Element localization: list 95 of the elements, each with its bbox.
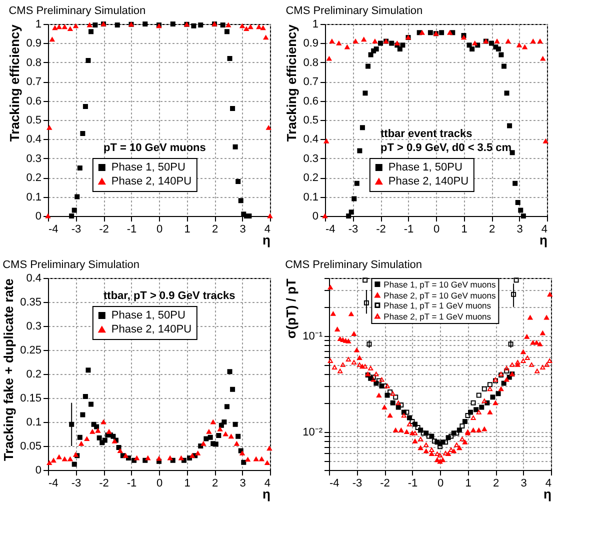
y-tick-label: 0.7 [303,76,318,88]
x-tick-label: -1 [404,224,414,236]
x-tick-label: -4 [48,224,58,236]
x-tick-label: -4 [48,478,58,490]
chart-title: CMS Preliminary Simulation [285,259,422,271]
x-axis-title: η [262,486,271,502]
chart-title: CMS Preliminary Simulation [286,5,423,17]
legend-label: Phase 2, pT = 10 GeV muons [384,290,496,300]
x-tick-label: 3 [520,478,527,490]
x-tick-label: -2 [99,478,109,490]
y-tick-label: 0 [35,210,42,222]
x-tick-label: 3 [240,478,246,490]
legend-label: Phase 1, 50PU [388,162,462,174]
y-tick-label: 0.7 [26,76,42,88]
y-tick-label: 0.3 [303,152,318,165]
y-tick-label: 0.2 [303,172,318,184]
x-axis-title: η [544,486,552,502]
x-tick-label: 1 [465,478,472,490]
x-tick-label: 4 [545,478,552,490]
chart-title: CMS Preliminary Simulation [2,259,140,271]
x-tick-label: 2 [212,478,218,490]
y-tick-label: 0.1 [303,191,318,204]
y-tick-label: 0.15 [20,392,42,404]
y-tick-label: 0.2 [26,172,42,184]
y-tick-label: 0.1 [26,416,42,428]
y-tick-label: 0.05 [20,440,42,452]
y-tick-label: 0.4 [26,272,42,284]
x-tick-label: 2 [492,478,500,490]
y-tick-label: 0.4 [26,134,42,146]
legend-label: Phase 1, pT = 10 GeV muons [384,279,496,290]
y-tick-label: 0 [312,210,318,222]
y-tick-label: 0.1 [26,191,42,204]
legend-label: Phase 2, 140PU [111,176,192,188]
legend-label: Phase 2, pT = 1 GeV muons [384,311,492,322]
x-tick-label: 1 [184,224,190,236]
x-tick-label: 0 [156,224,163,236]
y-tick-label: 10⁻² [302,426,323,438]
x-tick-label: -3 [348,224,358,236]
x-tick-label: -1 [126,478,137,490]
y-tick-label: 0.5 [303,114,318,126]
legend-label: Phase 1, 50PU [111,310,186,322]
x-tick-label: -2 [99,224,109,236]
x-tick-label: 0 [156,478,163,490]
y-tick-label: 0.6 [26,95,42,108]
y-tick-label: 10⁻¹ [302,330,323,342]
y-tick-label: 0.4 [303,134,318,146]
y-tick-label: 0.8 [303,56,318,69]
x-tick-label: 2 [212,224,218,236]
chart-title: CMS Preliminary Simulation [8,5,146,17]
annotation: pT = 10 GeV muons [104,142,206,154]
annotation: ttbar event tracks [380,128,472,140]
y-tick-label: 0.5 [26,114,42,126]
y-axis-title: Tracking fake + duplicate rate [1,278,16,461]
x-tick-label: -4 [330,478,340,490]
x-tick-label: -2 [376,224,386,236]
x-tick-label: 4 [264,224,270,236]
annotation: ttbar, pT > 0.9 GeV tracks [104,290,236,302]
y-tick-label: 0.6 [303,95,318,108]
x-tick-label: -3 [352,478,362,490]
y-axis-title: Tracking efficiency [284,24,300,142]
y-tick-label: 0.3 [26,152,42,165]
y-tick-label: 0 [35,464,42,476]
y-tick-label: 0.35 [20,296,42,308]
y-tick-label: 1 [312,18,318,30]
y-tick-label: 0.3 [26,320,42,332]
x-tick-label: 2 [488,224,496,236]
y-tick-label: 0.9 [303,38,318,50]
y-tick-label: 0.8 [26,56,42,69]
y-tick-label: 0.25 [20,344,42,356]
x-tick-label: 1 [184,478,190,490]
annotation: pT > 0.9 GeV, d0 < 3.5 cm [380,142,512,154]
x-tick-label: -2 [380,478,390,490]
x-tick-label: -1 [408,478,418,490]
y-tick-label: 0.2 [26,368,42,380]
x-tick-label: 3 [516,224,523,236]
x-axis-title: η [540,232,548,248]
legend-label: Phase 1, pT = 1 GeV muons [384,300,492,310]
x-tick-label: 3 [240,224,246,236]
x-axis-title: η [262,232,271,248]
x-tick-label: -4 [326,224,336,236]
x-tick-label: -3 [71,224,82,236]
legend-label: Phase 2, 140PU [111,324,192,336]
x-tick-label: -1 [126,224,137,236]
x-tick-label: 1 [461,224,468,236]
y-tick-label: 0.9 [26,38,42,50]
legend-label: Phase 1, 50PU [111,162,186,174]
x-tick-label: -3 [71,478,82,490]
y-tick-label: 1 [35,18,42,30]
x-tick-label: 4 [541,224,548,236]
y-axis-title: Tracking efficiency [7,24,22,142]
x-tick-label: 0 [433,224,440,236]
x-tick-label: 4 [264,478,270,490]
x-tick-label: 0 [437,478,444,490]
y-axis-title: σ(pT) / pT [284,278,299,339]
legend-label: Phase 2, 140PU [388,176,469,188]
